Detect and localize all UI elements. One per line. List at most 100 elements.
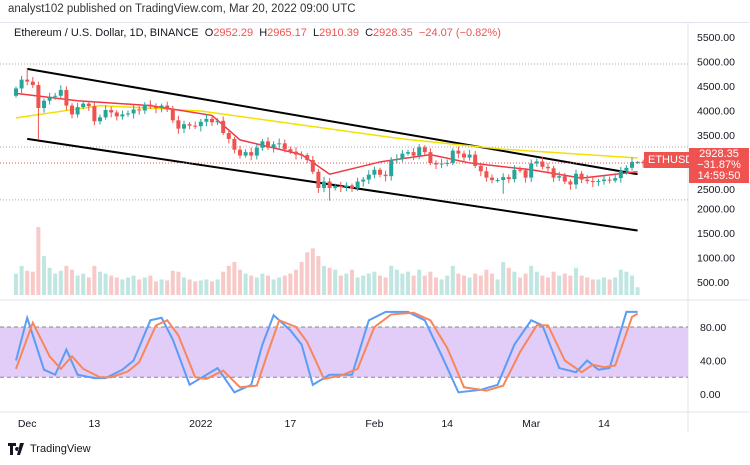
- volume-bar: [282, 275, 287, 295]
- candle: [154, 103, 158, 114]
- volume-bar: [305, 252, 310, 295]
- volume-bar: [456, 273, 461, 295]
- price-tick-label: 5000.00: [697, 57, 735, 69]
- candle-body: [254, 147, 259, 156]
- candle: [400, 150, 405, 162]
- candle-body: [355, 181, 360, 189]
- candle: [204, 114, 209, 127]
- volume-bar: [450, 265, 455, 295]
- tradingview-logo[interactable]: TradingView: [8, 443, 91, 455]
- candle: [585, 174, 590, 184]
- price-tick-label: 1000.00: [697, 253, 735, 265]
- candle: [47, 92, 52, 105]
- candle-body: [260, 141, 265, 148]
- volume-bar: [344, 273, 349, 295]
- candle-body: [271, 144, 276, 148]
- volume-bar: [406, 271, 410, 295]
- volume-bar: [176, 271, 181, 295]
- candle-body: [562, 176, 567, 182]
- candle-body: [42, 100, 46, 109]
- volume-bar: [30, 271, 35, 295]
- volume-bar: [70, 269, 74, 295]
- volume-bar: [523, 273, 528, 295]
- candle-body: [70, 105, 74, 115]
- candle-body: [568, 181, 573, 185]
- volume-bar: [294, 269, 298, 295]
- candle-body: [378, 169, 382, 175]
- candle-body: [490, 177, 494, 181]
- volume-bar: [338, 275, 343, 295]
- volume-bar: [529, 265, 534, 295]
- candle: [25, 68, 30, 86]
- candle-body: [478, 165, 483, 172]
- candle: [249, 147, 254, 161]
- volume-bar: [613, 277, 618, 295]
- volume-bar: [378, 275, 382, 295]
- bar-countdown: 14:59:50: [697, 170, 741, 182]
- volume-bar: [243, 273, 248, 295]
- volume-bar: [42, 256, 46, 295]
- volume-bar: [277, 277, 282, 295]
- candle: [411, 147, 416, 161]
- time-tick-label: 14: [598, 418, 610, 430]
- candle-body: [98, 117, 102, 122]
- candle-body: [327, 181, 332, 188]
- volume-bar: [495, 279, 500, 295]
- candle-body: [641, 161, 646, 164]
- candle: [338, 181, 343, 193]
- candle: [64, 86, 69, 111]
- time-tick-label: 14: [441, 418, 453, 430]
- candle-body: [187, 124, 192, 126]
- candle: [299, 151, 304, 160]
- candle-body: [574, 173, 578, 185]
- low-label: L: [313, 27, 320, 39]
- candle: [42, 98, 46, 113]
- volume-bar: [333, 269, 338, 295]
- volume-bar: [596, 279, 601, 295]
- candle-body: [142, 104, 147, 111]
- candle: [294, 147, 298, 160]
- volume-bar: [439, 279, 444, 295]
- candle-body: [602, 179, 606, 182]
- candle: [282, 139, 287, 153]
- volume-bar: [518, 277, 522, 295]
- candle: [75, 102, 80, 118]
- volume-bar: [266, 275, 270, 295]
- volume-bar: [36, 227, 41, 295]
- candle-body: [512, 169, 517, 180]
- volume-bar: [462, 275, 466, 295]
- candle-body: [120, 114, 125, 117]
- volume-bar: [170, 270, 175, 295]
- price-tick-label: 5500.00: [697, 32, 735, 44]
- candle: [406, 149, 410, 156]
- candle: [126, 110, 130, 117]
- candle-body: [182, 124, 186, 129]
- candle-body: [344, 185, 349, 187]
- volume-bar: [64, 265, 69, 295]
- candle-body: [198, 121, 203, 127]
- volume-bar: [590, 279, 595, 295]
- change-value: −24.07 (−0.82%): [418, 27, 501, 39]
- candle: [316, 168, 321, 193]
- candle: [462, 150, 466, 162]
- candle-body: [585, 179, 590, 182]
- chart-frame[interactable]: [0, 22, 749, 433]
- candle: [506, 174, 511, 184]
- candle: [215, 118, 220, 126]
- candle-body: [350, 185, 354, 189]
- volume-bar: [198, 280, 203, 295]
- volume-bar: [411, 275, 416, 295]
- candle-body: [249, 152, 254, 156]
- candle: [562, 172, 567, 185]
- candle: [260, 139, 265, 151]
- price-chart[interactable]: 5500.00 5000.00 4500.00 4000.00 3500.00 2500.…: [0, 0, 750, 440]
- candle-body: [288, 149, 293, 152]
- candle: [103, 105, 108, 120]
- candle-body: [523, 170, 528, 178]
- candle-body: [294, 151, 298, 155]
- volume-bar: [238, 269, 242, 295]
- candle: [254, 144, 259, 160]
- candle-body: [232, 138, 237, 150]
- volume-bar: [372, 271, 377, 295]
- candle: [70, 103, 74, 119]
